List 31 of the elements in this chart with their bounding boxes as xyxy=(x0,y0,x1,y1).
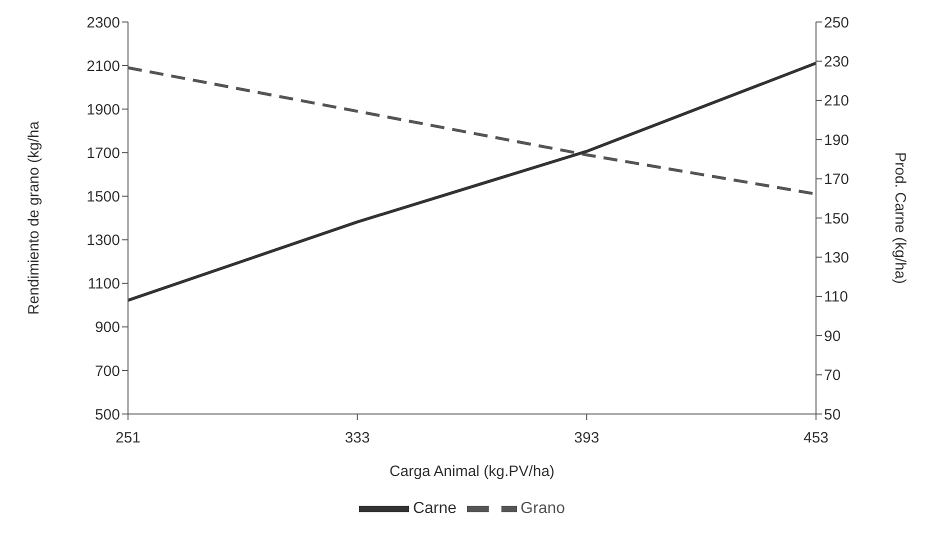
legend-label: Carne xyxy=(412,500,457,518)
y2-tick-label: 250 xyxy=(824,14,850,32)
y2-tick-label: 230 xyxy=(824,54,850,71)
y2-tick-label: 190 xyxy=(824,132,850,149)
y2-tick-label: 110 xyxy=(824,288,848,306)
x-tick-label: 251 xyxy=(115,430,141,447)
y-tick-label: 1900 xyxy=(86,101,120,118)
y-tick-label: 900 xyxy=(94,319,120,336)
y2-tick-label: 70 xyxy=(824,367,841,384)
y-tick-label: 2100 xyxy=(86,58,120,75)
y-tick-label: 2300 xyxy=(86,14,120,32)
y2-tick-label: 170 xyxy=(824,171,850,188)
line-series xyxy=(126,62,818,302)
y2-tick-label: 150 xyxy=(824,210,850,228)
x-tick-label: 333 xyxy=(344,430,370,447)
y-tick-label: 1100 xyxy=(88,276,120,293)
y-tick-label: 1500 xyxy=(86,188,120,206)
x-tick-label: 453 xyxy=(803,430,829,447)
y2-tick-label: 90 xyxy=(824,328,841,345)
legend-label: Grano xyxy=(520,500,566,518)
y2-tick-label: 210 xyxy=(824,92,850,110)
x-tick-label: 393 xyxy=(574,430,600,447)
y-tick-label: 500 xyxy=(94,406,120,424)
y2-axis-title: Prod. Carne (kg/ha) xyxy=(892,152,909,284)
y2-tick-label: 50 xyxy=(824,406,841,424)
x-axis-title: Carga Animal (kg.PV/ha) xyxy=(389,463,555,480)
y-tick-label: 700 xyxy=(94,362,120,380)
y-tick-label: 1300 xyxy=(86,232,120,250)
y2-tick-label: 130 xyxy=(824,250,850,267)
y-axis-title: Rendimiento de grano (kg/ha xyxy=(25,120,42,315)
y-tick-label: 1700 xyxy=(86,144,120,162)
